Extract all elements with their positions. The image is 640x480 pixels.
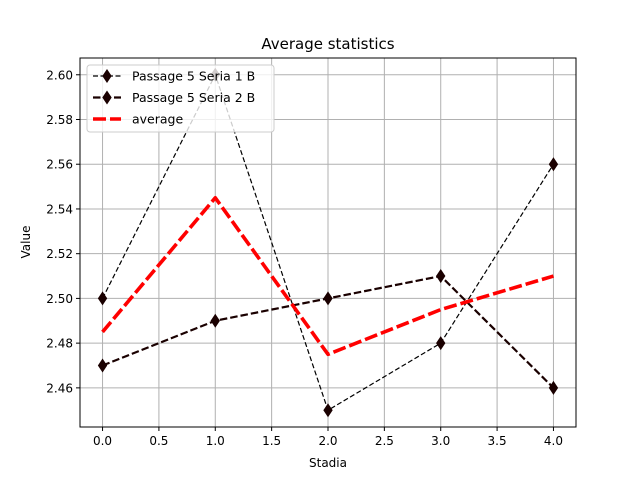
legend-label-2: Passage 5 Seria 2 B: [132, 90, 255, 105]
data-point: [323, 291, 333, 306]
axis-ticks: 0.0 0.5 1.0 1.5 2.0 2.5 3.0 3.5 4.0 2.46 2.48 2.50 2…: [46, 68, 563, 448]
x-tick-label: 2.5: [375, 434, 394, 448]
y-tick-label: 2.48: [46, 337, 73, 351]
data-point: [210, 313, 220, 328]
data-point: [323, 403, 333, 418]
y-tick-label: 2.56: [46, 158, 73, 172]
legend-marker: [102, 68, 112, 84]
y-tick-label: 2.58: [46, 113, 73, 127]
data-point: [97, 358, 108, 373]
y-axis-label: Value: [19, 226, 33, 259]
data-point: [436, 336, 446, 351]
x-tick-label: 3.5: [488, 434, 507, 448]
legend-label-3: average: [132, 112, 183, 127]
x-tick-label: 2.0: [318, 434, 337, 448]
x-tick-label: 0.0: [93, 434, 112, 448]
y-tick-label: 2.54: [46, 202, 73, 216]
y-tick-label: 2.50: [46, 292, 73, 306]
data-point: [97, 291, 108, 306]
data-point: [548, 380, 559, 395]
x-tick-label: 4.0: [544, 434, 563, 448]
legend-label-1: Passage 5 Seria 1 B: [132, 69, 255, 84]
y-tick-label: 2.46: [46, 381, 73, 395]
legend-marker: [102, 90, 112, 105]
series-line-3: [101, 195, 554, 357]
data-point: [436, 269, 446, 284]
data-point: [548, 157, 559, 172]
chart-title: Average statistics: [261, 35, 394, 53]
legend-box: [86, 64, 275, 133]
x-axis-label: Stadia: [309, 456, 347, 470]
y-tick-label: 2.52: [46, 247, 73, 261]
x-tick-label: 0.5: [149, 434, 168, 448]
y-tick-label: 2.60: [46, 68, 73, 82]
x-tick-label: 1.0: [206, 434, 225, 448]
legend: Passage 5 Seria 1 B Passage 5 Seria 2 B av…: [86, 64, 275, 133]
x-tick-label: 1.5: [262, 434, 281, 448]
x-tick-label: 3.0: [431, 434, 450, 448]
